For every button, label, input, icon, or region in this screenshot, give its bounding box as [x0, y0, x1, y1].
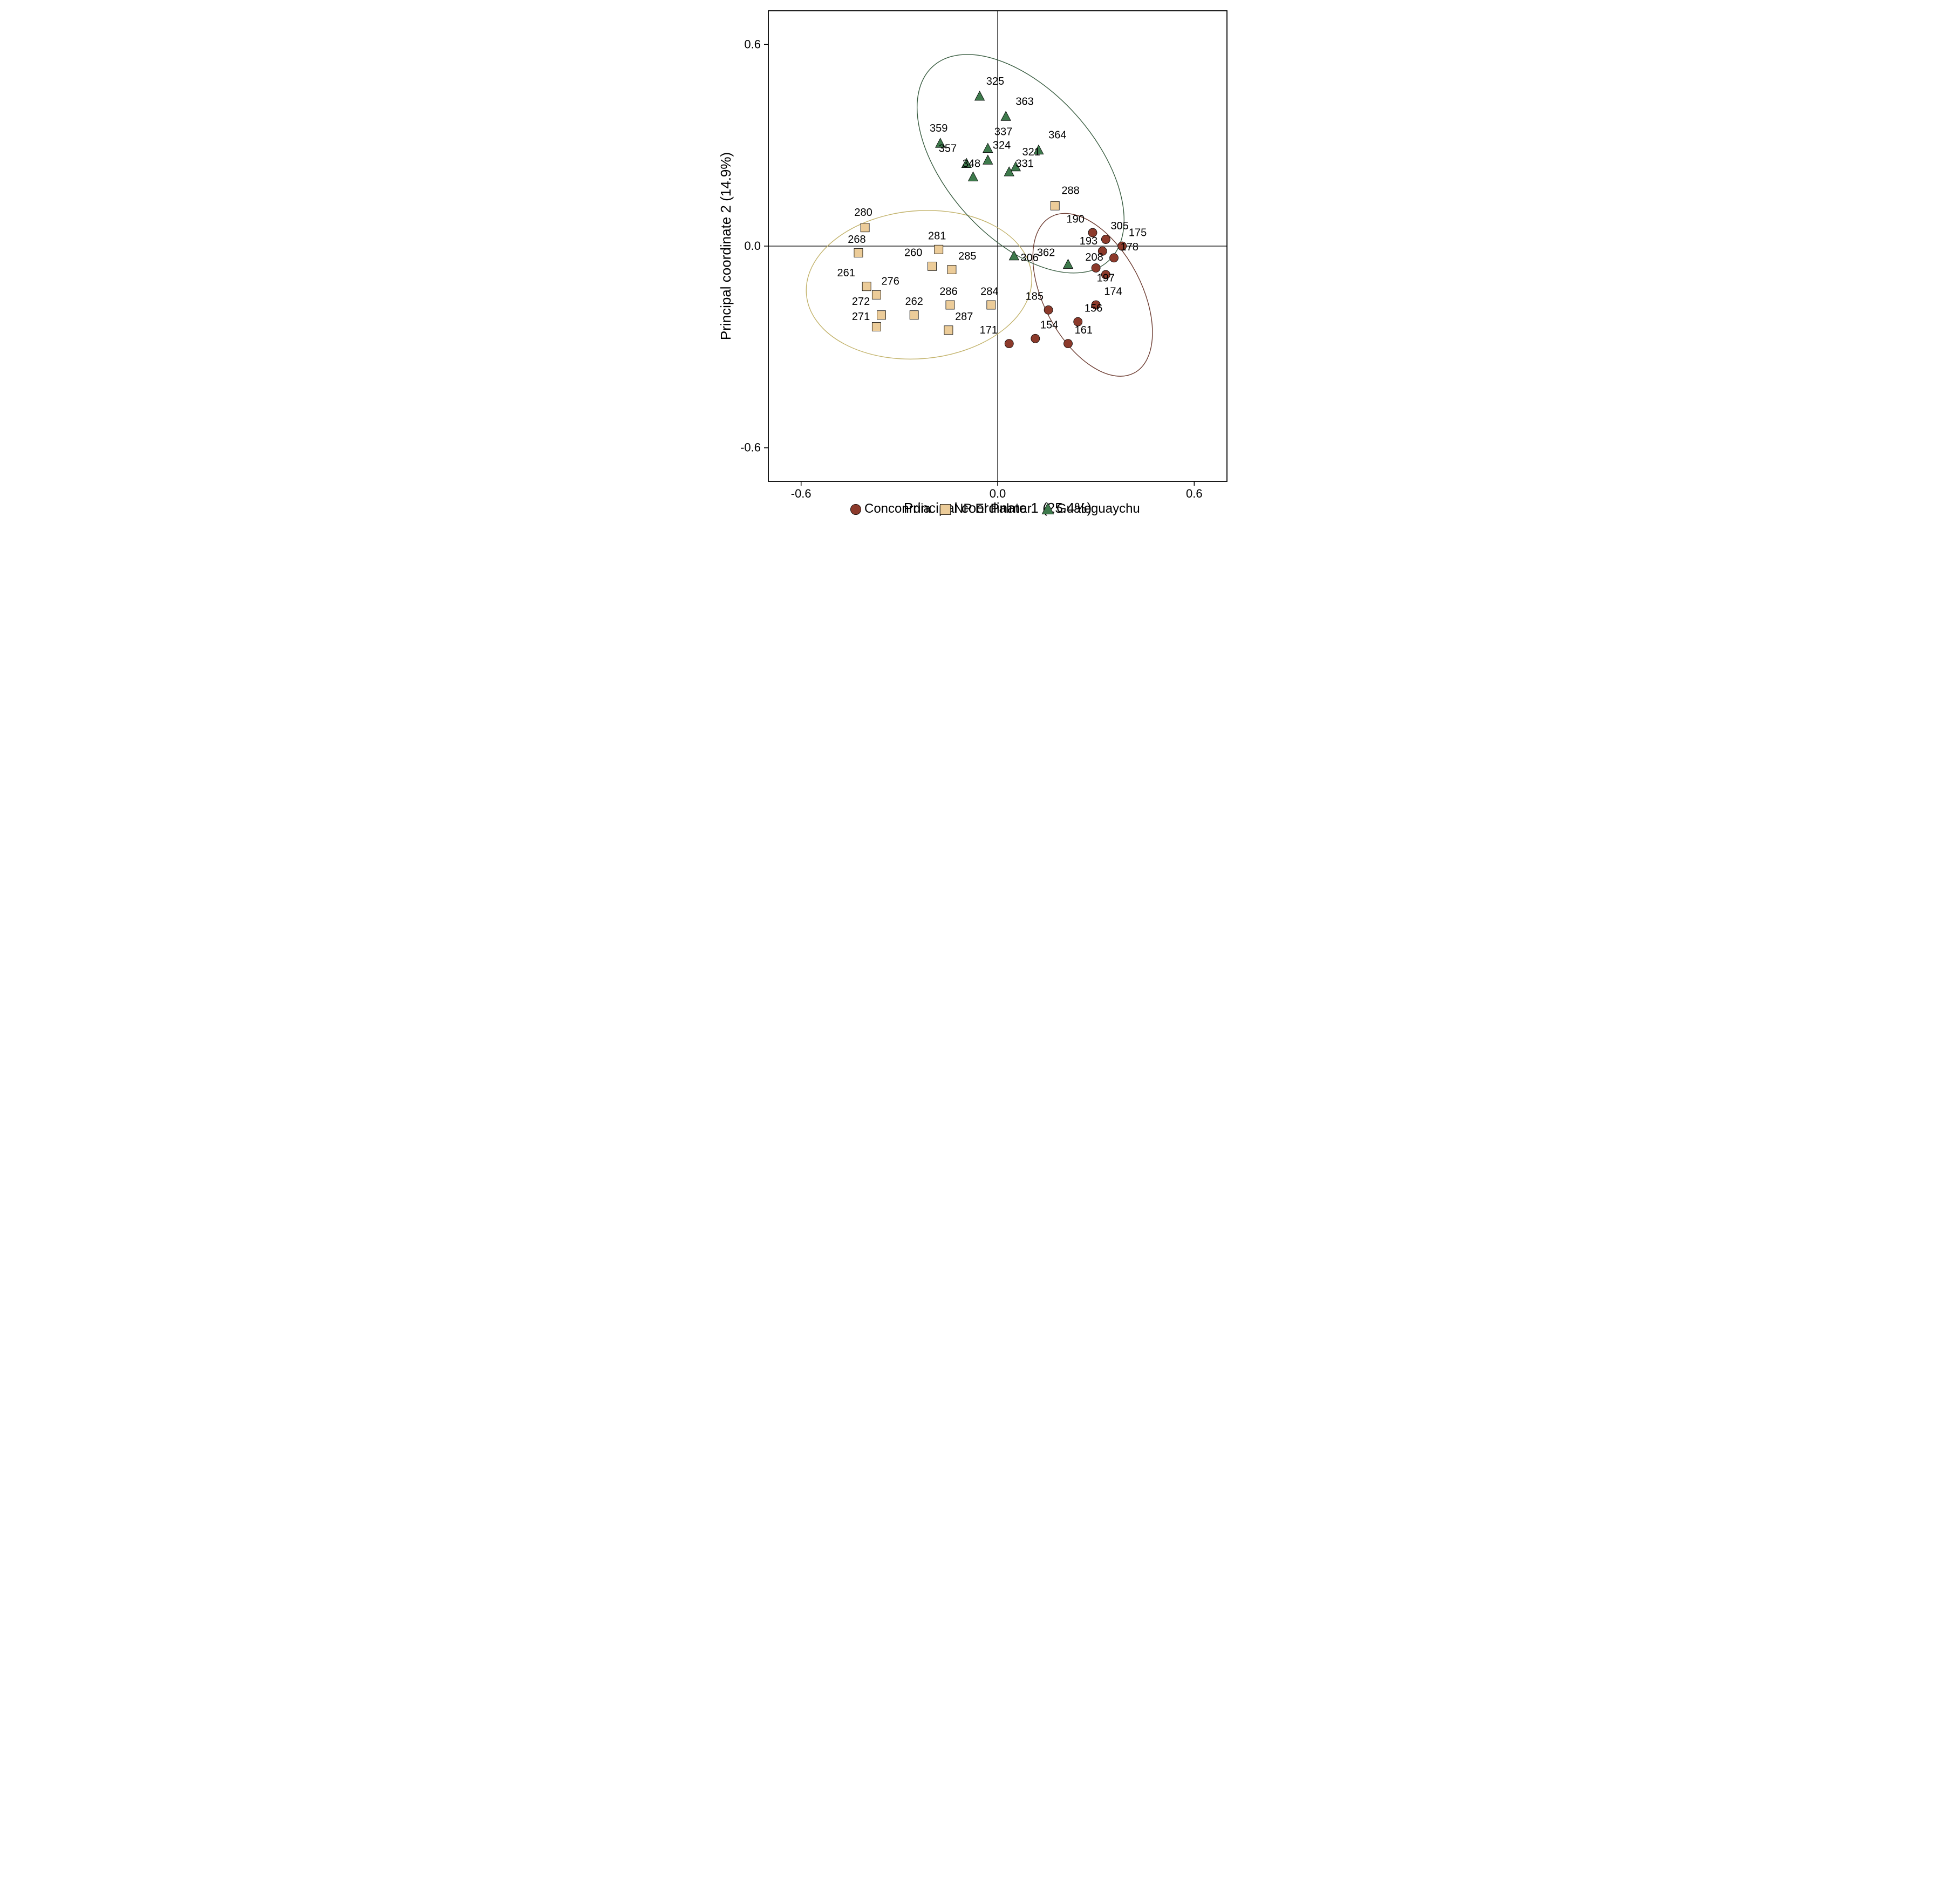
square-marker	[934, 245, 943, 254]
square-marker	[986, 301, 995, 309]
point-label: 262	[905, 296, 923, 308]
circle-marker	[1092, 263, 1100, 272]
point-label: 281	[928, 230, 945, 242]
square-marker	[854, 248, 862, 257]
point-label: 288	[1061, 185, 1079, 196]
point-label: 171	[979, 324, 997, 336]
data-point: 197	[1096, 270, 1114, 284]
legend-item: Gualeguaychu	[1042, 501, 1140, 516]
square-marker	[947, 266, 956, 274]
point-label: 362	[1037, 247, 1054, 259]
y-tick-label: 0.0	[744, 239, 761, 253]
y-axis-title: Principal coordinate 2 (14.9%)	[718, 152, 734, 340]
pcoa-scatter-plot: 325 363 359 337 364 357 324 321 348 331 306362 288 2…	[709, 0, 1249, 525]
square-marker	[944, 326, 952, 335]
y-tick-label: -0.6	[740, 441, 761, 454]
point-label: 359	[930, 123, 947, 134]
point-label: 357	[938, 143, 956, 155]
circle-marker	[1031, 334, 1039, 343]
point-label: 178	[1120, 241, 1138, 253]
point-label: 190	[1066, 213, 1084, 225]
point-label: 287	[955, 311, 973, 323]
x-tick-label: 0.6	[1185, 487, 1202, 500]
point-label: 348	[962, 158, 980, 170]
point-label: 260	[904, 247, 922, 259]
square-marker	[872, 322, 881, 331]
legend: Conconrdia NP El Palmar Gualeguaychu	[850, 501, 1140, 516]
point-label: 154	[1040, 319, 1058, 331]
point-label: 276	[881, 276, 899, 288]
point-label: 161	[1074, 324, 1092, 336]
circle-marker	[1101, 235, 1110, 244]
point-label: 325	[986, 76, 1004, 87]
point-label: 268	[848, 234, 865, 246]
point-label: 280	[854, 207, 872, 219]
square-marker	[945, 301, 954, 309]
legend-label: NP El Palmar	[954, 501, 1032, 516]
legend-item: NP El Palmar	[940, 501, 1031, 516]
circle-marker	[1109, 254, 1118, 262]
point-label: 261	[837, 267, 855, 279]
square-marker	[877, 311, 885, 319]
circle-marker	[1044, 305, 1053, 314]
point-label: 193	[1079, 235, 1097, 247]
square-marker	[872, 290, 881, 299]
point-label: 285	[958, 250, 976, 262]
chart-container: 325 363 359 337 364 357 324 321 348 331 306362 288 2…	[709, 0, 1249, 525]
square-marker	[1051, 201, 1059, 210]
point-label: 324	[992, 139, 1010, 151]
legend-label: Conconrdia	[864, 501, 931, 516]
point-label: 337	[994, 126, 1012, 138]
point-label: 284	[980, 285, 998, 297]
square-marker	[862, 282, 871, 291]
square-marker	[940, 504, 950, 514]
circle-marker	[850, 504, 861, 514]
point-label: 271	[851, 311, 869, 323]
legend-label: Gualeguaychu	[1056, 501, 1140, 516]
circle-marker	[1005, 339, 1013, 348]
point-label: 306	[1020, 252, 1038, 264]
point-label: 286	[939, 285, 957, 297]
point-label: 272	[851, 296, 869, 308]
point-label: 175	[1128, 227, 1146, 239]
x-tick-label: -0.6	[790, 487, 811, 500]
point-label: 156	[1084, 302, 1102, 314]
point-label: 331	[1015, 158, 1033, 170]
point-label: 174	[1104, 285, 1122, 297]
point-label: 364	[1048, 130, 1066, 141]
point-label: 208	[1085, 251, 1103, 263]
point-label: 321	[1022, 146, 1040, 158]
x-tick-label: 0.0	[989, 487, 1006, 500]
square-marker	[928, 262, 936, 270]
point-label: 305	[1110, 220, 1128, 232]
square-marker	[861, 223, 869, 232]
square-marker	[910, 311, 918, 319]
circle-marker	[1063, 339, 1072, 348]
point-label: 185	[1025, 291, 1043, 303]
point-label: 363	[1015, 96, 1033, 107]
y-tick-label: 0.6	[744, 37, 761, 51]
point-label: 197	[1096, 272, 1114, 284]
